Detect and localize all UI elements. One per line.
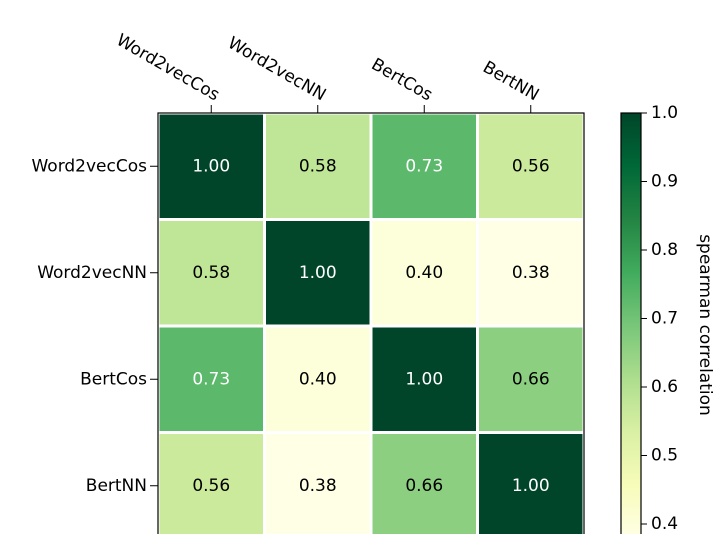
heatmap-cell xyxy=(369,431,479,534)
y-tick-label: BertNN xyxy=(86,476,147,496)
y-tick-label: BertCos xyxy=(80,369,147,389)
cell-label: 0.38 xyxy=(512,263,550,283)
y-tick-label: Word2vecCos xyxy=(31,156,147,176)
cell-label: 0.38 xyxy=(299,476,337,496)
cell-label: 0.56 xyxy=(192,476,230,496)
x-tick-label: Word2vecNN xyxy=(224,33,329,105)
cell-label: 1.00 xyxy=(512,476,550,496)
heatmap-cell xyxy=(263,431,373,534)
x-tick-label: BertCos xyxy=(368,55,436,106)
plot-frame xyxy=(157,112,585,534)
cell-label: 0.56 xyxy=(512,156,550,176)
heatmap-cell xyxy=(476,324,586,434)
cell-label: 0.66 xyxy=(512,369,550,389)
cell-label: 0.40 xyxy=(405,263,443,283)
x-tick-label: Word2vecCos xyxy=(113,30,223,105)
cell-label: 0.73 xyxy=(405,156,443,176)
colorbar-tick-label: 0.9 xyxy=(651,172,678,192)
heatmap-cell xyxy=(476,218,586,328)
cell-label: 0.58 xyxy=(299,156,337,176)
cell-label: 0.66 xyxy=(405,476,443,496)
heatmap-cell xyxy=(263,218,373,328)
colorbar-tick-label: 0.6 xyxy=(651,377,678,397)
colorbar xyxy=(620,112,642,534)
cell-label: 1.00 xyxy=(405,369,443,389)
cell-label: 0.73 xyxy=(192,369,230,389)
y-tick-label: Word2vecNN xyxy=(37,263,147,283)
colorbar-tick-label: 0.4 xyxy=(651,514,678,534)
cell-label: 1.00 xyxy=(192,156,230,176)
colorbar-tick-label: 1.0 xyxy=(651,103,678,123)
heatmap-cell xyxy=(476,431,586,534)
x-tick-label: BertNN xyxy=(479,57,542,105)
cell-label: 0.40 xyxy=(299,369,337,389)
colorbar-tick-label: 0.7 xyxy=(651,309,678,329)
colorbar-tick-label: 0.8 xyxy=(651,240,678,260)
cell-label: 1.00 xyxy=(299,263,337,283)
colorbar-tick-label: 0.5 xyxy=(651,446,678,466)
heatmap-cell xyxy=(263,324,373,434)
colorbar-label: spearman correlation xyxy=(695,234,715,416)
cell-label: 0.58 xyxy=(192,263,230,283)
heatmap-cell xyxy=(263,111,373,221)
